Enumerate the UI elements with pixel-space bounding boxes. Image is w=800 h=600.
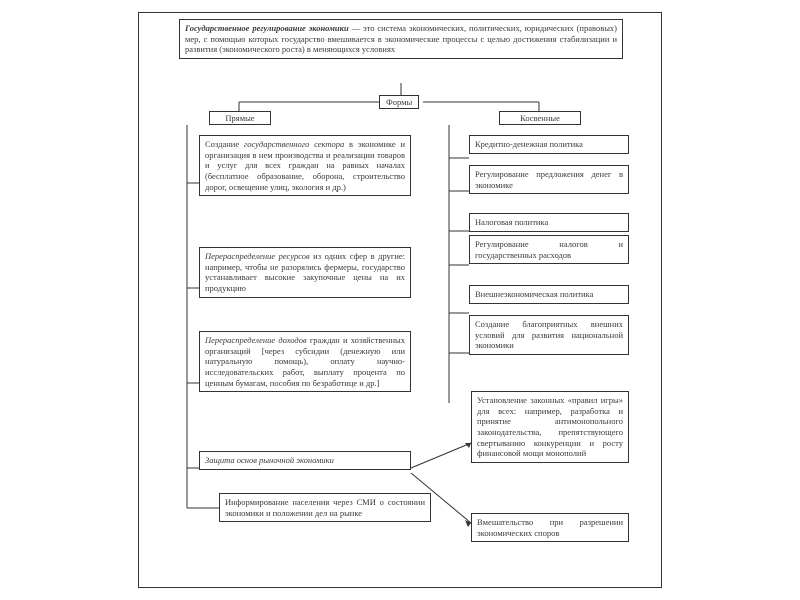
right-box-5: Создание благоприятных внешних условий д… <box>469 315 629 355</box>
left-box-0: Создание государственного сектора в экон… <box>199 135 411 196</box>
right-box-0: Кредитно-денежная политика <box>469 135 629 154</box>
right-box-1: Регулирование предложения денег в эконом… <box>469 165 629 194</box>
right-box-6: Установление законных «правил игры» для … <box>471 391 629 463</box>
right-box-2: Налоговая политика <box>469 213 629 232</box>
diagram-frame: Государственное регулирование экономики … <box>138 12 662 588</box>
forms-label: Формы <box>379 95 419 109</box>
left-box-2: Перераспределение доходов граждан и хозя… <box>199 331 411 392</box>
right-box-4: Внешнеэкономическая политика <box>469 285 629 304</box>
right-box-7: Вмешательство при разрешении экономическ… <box>471 513 629 542</box>
left-box-1: Перераспределение ресурсов из одних сфер… <box>199 247 411 298</box>
title-box: Государственное регулирование экономики … <box>179 19 623 59</box>
title-text: Государственное регулирование экономики … <box>185 23 617 54</box>
left-header: Прямые <box>209 111 271 125</box>
left-box-4: Информирование населения через СМИ о сос… <box>219 493 431 522</box>
left-box-3: Защита основ рыночной экономики <box>199 451 411 470</box>
right-box-3: Регулирование налогов и государственных … <box>469 235 629 264</box>
right-header: Косвенные <box>499 111 581 125</box>
